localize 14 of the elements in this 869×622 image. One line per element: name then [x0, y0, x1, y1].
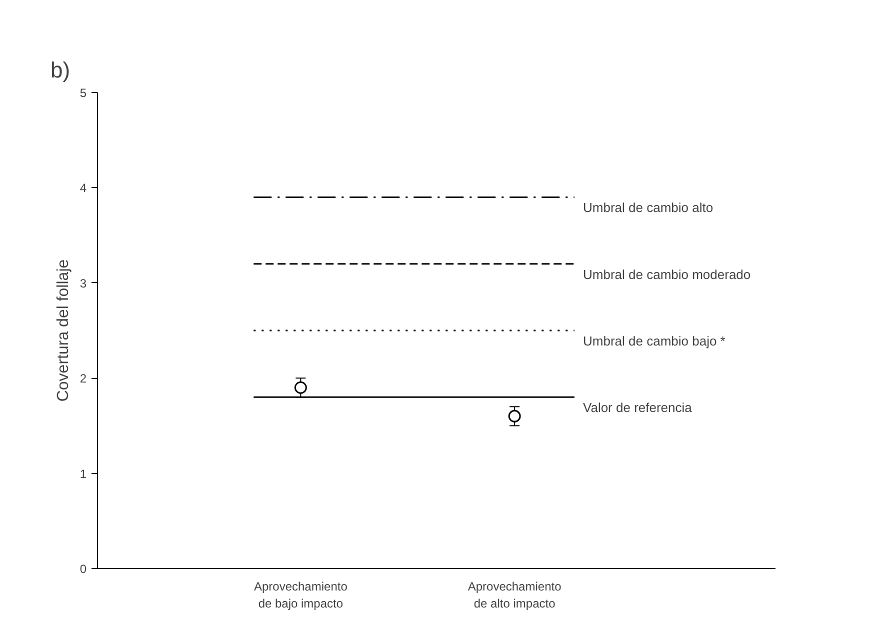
x-tick-label: Aprovechamiento de alto impacto — [468, 580, 562, 610]
x-tick-label: Aprovechamiento de bajo impacto — [254, 580, 348, 610]
y-tick-label: 3 — [80, 276, 87, 290]
y-axis-title: Covertura del follaje — [54, 259, 72, 402]
text: b) — [50, 58, 70, 82]
y-tick-label: 0 — [80, 562, 87, 576]
y-tick-label: 2 — [80, 372, 87, 386]
y-tick-label: 4 — [80, 181, 87, 196]
ref-line-label: Umbral de cambio alto — [583, 200, 714, 216]
y-tick-label: 1 — [80, 466, 87, 481]
ref-line-label: Umbral de cambio moderado — [583, 266, 751, 282]
ref-line-label: Umbral de cambio bajo * — [583, 334, 726, 348]
y-tick-label: 5 — [80, 86, 87, 100]
ref-line-label: Valor de referencia — [583, 400, 693, 416]
